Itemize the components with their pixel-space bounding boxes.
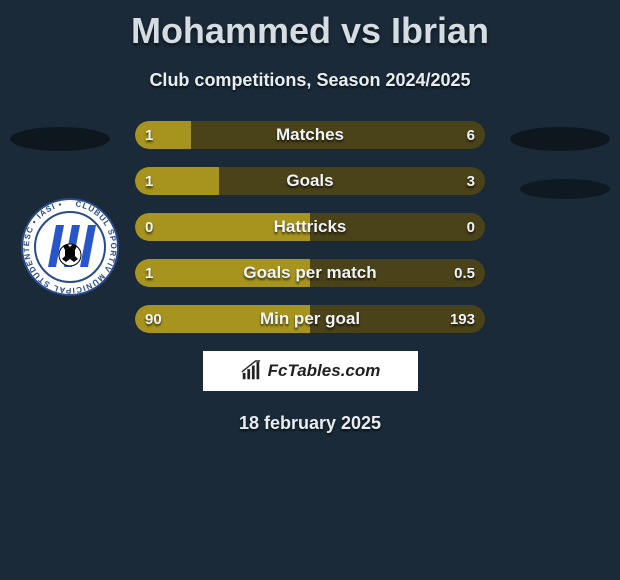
stat-label: Hattricks xyxy=(135,213,485,241)
page-title: Mohammed vs Ibrian xyxy=(0,0,620,52)
stat-label: Min per goal xyxy=(135,305,485,333)
stat-value-right: 6 xyxy=(467,121,475,149)
comparison-stage: CLUBUL SPORTIV MUNICIPAL STUDENTESC • IA… xyxy=(0,121,620,333)
date-line: 18 february 2025 xyxy=(0,413,620,434)
stat-label: Goals per match xyxy=(135,259,485,287)
right-player-shadow-2 xyxy=(520,179,610,199)
chart-icon xyxy=(240,360,262,382)
stat-value-right: 3 xyxy=(467,167,475,195)
stat-row: Matches1 6 xyxy=(135,121,485,149)
stat-bars: Matches16Goals13Hattricks00Goals per mat… xyxy=(135,121,485,333)
stat-row: Hattricks0 0 xyxy=(135,213,485,241)
stat-value-left: 90 xyxy=(145,305,162,333)
brand-badge[interactable]: FcTables.com xyxy=(203,351,418,391)
stat-label: Matches xyxy=(135,121,485,149)
stat-value-left: 0 xyxy=(145,213,153,241)
stat-row: Min per goal90 193 xyxy=(135,305,485,333)
stat-value-right: 193 xyxy=(450,305,475,333)
left-player-shadow xyxy=(10,127,110,151)
stat-value-left: 1 xyxy=(145,121,153,149)
club-crest: CLUBUL SPORTIV MUNICIPAL STUDENTESC • IA… xyxy=(20,197,120,297)
brand-text: FcTables.com xyxy=(268,361,381,381)
stat-label: Goals xyxy=(135,167,485,195)
stat-value-left: 1 xyxy=(145,167,153,195)
club-crest-svg: CLUBUL SPORTIV MUNICIPAL STUDENTESC • IA… xyxy=(20,197,120,297)
stat-row: Goals1 3 xyxy=(135,167,485,195)
stat-row: Goals per match1 0.5 xyxy=(135,259,485,287)
stat-value-right: 0 xyxy=(467,213,475,241)
stat-value-left: 1 xyxy=(145,259,153,287)
right-player-shadow xyxy=(510,127,610,151)
stat-value-right: 0.5 xyxy=(454,259,475,287)
subtitle: Club competitions, Season 2024/2025 xyxy=(0,70,620,91)
